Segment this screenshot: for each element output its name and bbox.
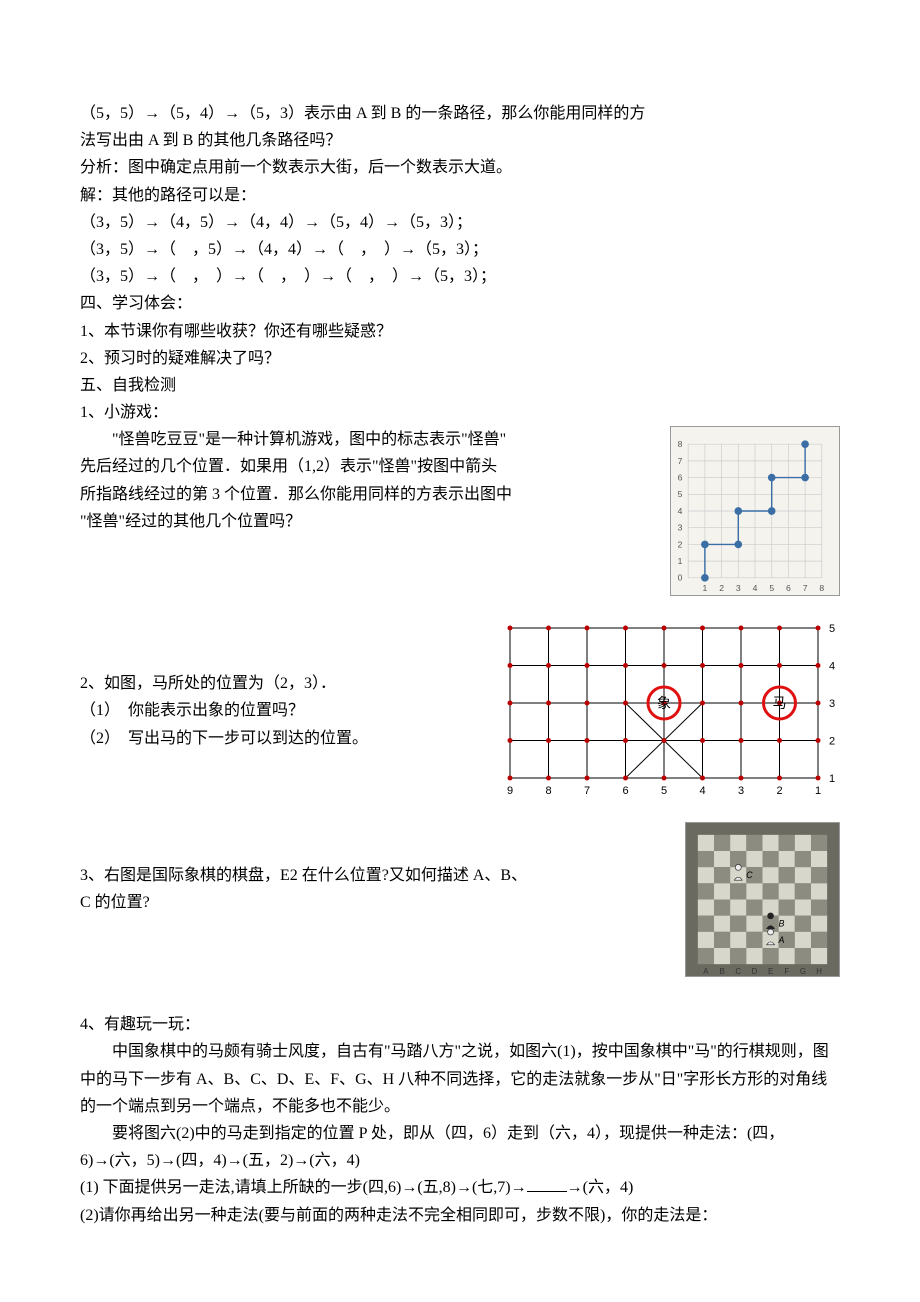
svg-text:3: 3 xyxy=(829,698,835,710)
svg-text:8: 8 xyxy=(819,583,824,593)
svg-text:C: C xyxy=(746,870,753,880)
blank-fill[interactable] xyxy=(527,1176,567,1192)
svg-text:5: 5 xyxy=(769,583,774,593)
svg-text:象: 象 xyxy=(657,696,671,712)
svg-text:6: 6 xyxy=(678,473,683,483)
q4-sub1-b: →(六，4) xyxy=(567,1179,634,1196)
section4-title: 四、学习体会： xyxy=(80,290,840,317)
q4-sub1: (1) 下面提供另一走法,请填上所缺的一步(四,6)→(五,8)→(七,7)→ →… xyxy=(80,1174,840,1201)
svg-text:1: 1 xyxy=(702,583,707,593)
svg-text:H: H xyxy=(816,967,822,976)
svg-text:马: 马 xyxy=(773,696,787,712)
svg-text:6: 6 xyxy=(622,785,628,797)
q4-p1: 中国象棋中的马颇有骑士风度，自古有"马踏八方"之说，如图六(1)，按中国象棋中"… xyxy=(80,1038,840,1120)
svg-text:7: 7 xyxy=(584,785,590,797)
svg-text:3: 3 xyxy=(736,583,741,593)
path-3: （3，5）→（ ， ）→（ ， ）→（ ， ）→（5，3）； xyxy=(80,263,840,290)
svg-text:7: 7 xyxy=(678,456,683,466)
svg-text:5: 5 xyxy=(829,623,835,635)
intro-line-1: （5，5）→（5，4）→（5，3）表示由 A 到 B 的一条路径，那么你能用同样… xyxy=(80,100,840,127)
path-1: （3，5）→（4，5）→（4，4）→（5，4）→（5，3）； xyxy=(80,209,840,236)
svg-text:2: 2 xyxy=(678,540,683,550)
svg-text:G: G xyxy=(800,967,806,976)
section4-q1: 1、本节课你有哪些收获？你还有哪些疑惑？ xyxy=(80,318,840,345)
svg-text:1: 1 xyxy=(829,773,835,785)
svg-text:8: 8 xyxy=(545,785,551,797)
svg-text:9: 9 xyxy=(507,785,513,797)
svg-text:1: 1 xyxy=(678,556,683,566)
svg-text:4: 4 xyxy=(753,583,758,593)
q1-title: 1、小游戏： xyxy=(80,399,840,426)
svg-text:B: B xyxy=(778,919,784,929)
figure-intl-chess: ABC ABCDEFGH xyxy=(685,822,840,977)
section5-title: 五、自我检测 xyxy=(80,372,840,399)
svg-text:4: 4 xyxy=(829,661,835,673)
intro-line-3: 分析：图中确定点用前一个数表示大街，后一个数表示大道。 xyxy=(80,154,840,181)
q4-sub2: (2)请你再给出另一种走法(要与前面的两种走法不完全相同即可，步数不限)，你的走… xyxy=(80,1202,840,1229)
svg-text:3: 3 xyxy=(738,785,744,797)
path-2: （3，5）→（ ，5）→（4，4）→（ ， ）→（5，3）； xyxy=(80,236,840,263)
intro-line-2: 法写出由 A 到 B 的其他几条路径吗？ xyxy=(80,127,840,154)
svg-text:2: 2 xyxy=(776,785,782,797)
figure-chinese-chess: 象 马 9 8 7 6 5 4 3 2 11 2 3 4 5 xyxy=(500,620,840,800)
svg-text:A: A xyxy=(777,935,784,945)
svg-text:2: 2 xyxy=(829,736,835,748)
svg-text:0: 0 xyxy=(678,573,683,583)
svg-text:D: D xyxy=(752,967,758,976)
svg-text:B: B xyxy=(719,967,724,976)
svg-text:7: 7 xyxy=(803,583,808,593)
svg-text:6: 6 xyxy=(786,583,791,593)
svg-text:4: 4 xyxy=(699,785,705,797)
svg-text:3: 3 xyxy=(678,523,683,533)
svg-text:E: E xyxy=(768,967,773,976)
intro-line-4: 解：其他的路径可以是： xyxy=(80,182,840,209)
svg-text:F: F xyxy=(784,967,789,976)
section4-q2: 2、预习时的疑难解决了吗？ xyxy=(80,345,840,372)
svg-text:1: 1 xyxy=(815,785,821,797)
svg-text:A: A xyxy=(703,967,709,976)
svg-text:5: 5 xyxy=(678,489,683,499)
svg-text:C: C xyxy=(735,967,741,976)
svg-text:4: 4 xyxy=(678,506,683,516)
svg-text:2: 2 xyxy=(719,583,724,593)
svg-text:8: 8 xyxy=(678,439,683,449)
q4-p2: 要将图六(2)中的马走到指定的位置 P 处，即从（四，6）走到（六，4），现提供… xyxy=(80,1120,840,1174)
svg-text:5: 5 xyxy=(661,785,667,797)
figure-monster-grid: 0 1 2 3 4 5 6 7 8 1 2 3 4 5 6 7 8 xyxy=(670,426,840,596)
q4-sub1-a: (1) 下面提供另一走法,请填上所缺的一步(四,6)→(五,8)→(七,7)→ xyxy=(80,1179,527,1196)
q4-title: 4、有趣玩一玩： xyxy=(80,1011,840,1038)
